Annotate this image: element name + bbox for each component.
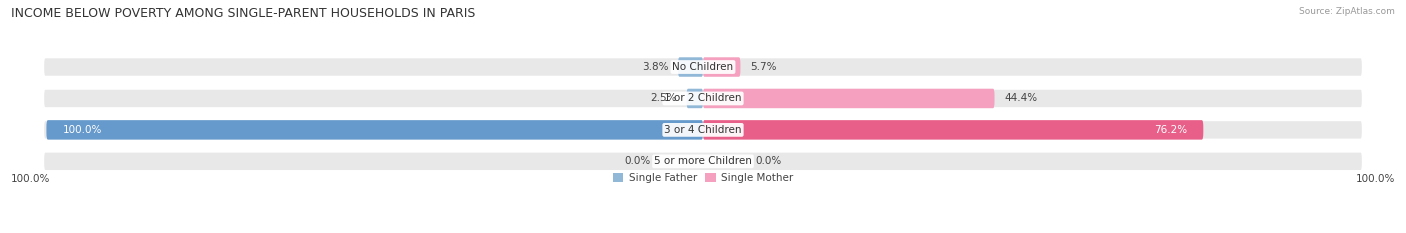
FancyBboxPatch shape (44, 120, 1362, 140)
Text: INCOME BELOW POVERTY AMONG SINGLE-PARENT HOUSEHOLDS IN PARIS: INCOME BELOW POVERTY AMONG SINGLE-PARENT… (11, 7, 475, 20)
Text: 100.0%: 100.0% (1357, 174, 1396, 184)
FancyBboxPatch shape (703, 57, 741, 77)
Text: 100.0%: 100.0% (63, 125, 103, 135)
FancyBboxPatch shape (678, 57, 703, 77)
Text: 100.0%: 100.0% (10, 174, 49, 184)
FancyBboxPatch shape (686, 89, 703, 108)
Text: 5 or more Children: 5 or more Children (654, 156, 752, 166)
FancyBboxPatch shape (44, 89, 1362, 108)
Text: 0.0%: 0.0% (624, 156, 651, 166)
Legend: Single Father, Single Mother: Single Father, Single Mother (609, 169, 797, 187)
Text: No Children: No Children (672, 62, 734, 72)
Text: 76.2%: 76.2% (1154, 125, 1187, 135)
Text: 44.4%: 44.4% (1004, 93, 1038, 103)
Text: 0.0%: 0.0% (755, 156, 782, 166)
FancyBboxPatch shape (703, 120, 1204, 140)
Text: 3 or 4 Children: 3 or 4 Children (664, 125, 742, 135)
FancyBboxPatch shape (703, 89, 994, 108)
Text: 2.5%: 2.5% (650, 93, 676, 103)
Text: Source: ZipAtlas.com: Source: ZipAtlas.com (1299, 7, 1395, 16)
FancyBboxPatch shape (46, 120, 703, 140)
Text: 3.8%: 3.8% (641, 62, 668, 72)
FancyBboxPatch shape (44, 57, 1362, 77)
FancyBboxPatch shape (44, 152, 1362, 171)
Text: 1 or 2 Children: 1 or 2 Children (664, 93, 742, 103)
Text: 5.7%: 5.7% (751, 62, 776, 72)
